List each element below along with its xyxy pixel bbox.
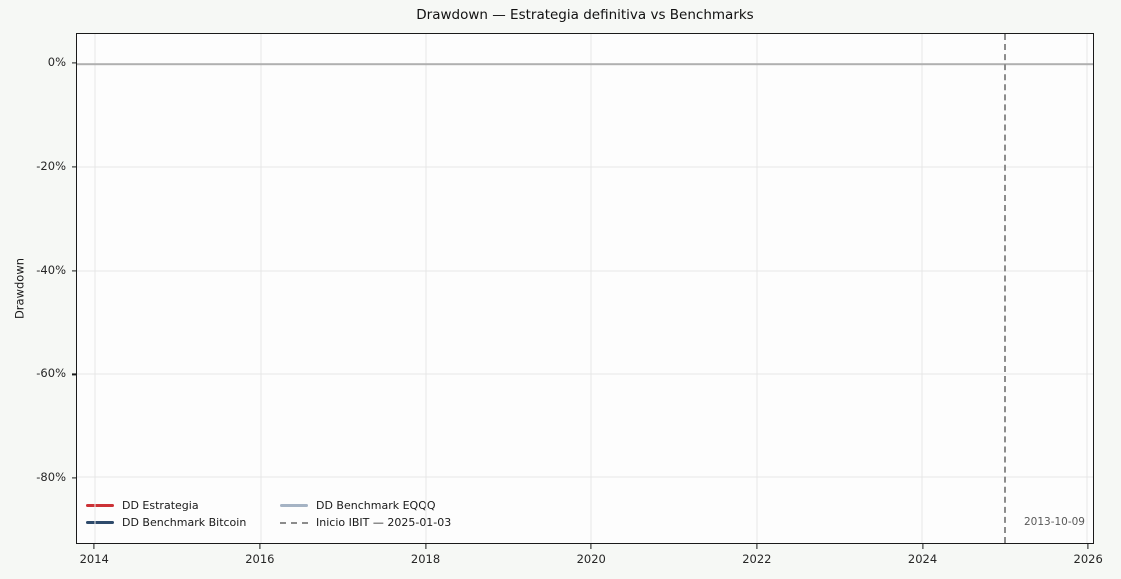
eqqq-line-swatch	[280, 504, 308, 507]
x-gridline	[260, 34, 262, 543]
x-gridline	[921, 34, 923, 543]
x-tick-label: 2024	[907, 552, 938, 566]
x-tick	[921, 544, 924, 549]
y-tick	[71, 477, 76, 479]
y-gridline	[77, 166, 1093, 168]
x-tick-label: 2018	[410, 552, 441, 566]
x-tick	[93, 544, 95, 549]
bitcoin-line-swatch	[86, 521, 114, 524]
x-tick-label: 2016	[245, 552, 275, 566]
y-gridline	[77, 373, 1093, 375]
x-gridline	[1086, 34, 1088, 543]
chart-title: Drawdown — Estrategia definitiva vs Benc…	[416, 7, 754, 23]
vline-annotation: 2013-10-09	[1023, 516, 1085, 528]
y-tick-label: -20%	[36, 158, 66, 173]
y-tick-label: -80%	[36, 470, 66, 485]
zero-baseline	[77, 63, 1093, 65]
x-tick	[259, 544, 261, 549]
y-tick	[71, 166, 76, 168]
y-tick-label: -60%	[36, 366, 66, 381]
x-gridline	[756, 34, 758, 543]
x-axis: 2014 2016 2018 2020 2022 2024 2026	[76, 544, 1103, 576]
x-tick-label: 2020	[576, 552, 606, 566]
y-tick-label: -40%	[36, 262, 66, 277]
legend-label-estrategia: DD Estrategia	[122, 499, 199, 512]
x-gridline	[425, 34, 427, 543]
x-tick-label: 2026	[1073, 552, 1103, 566]
x-gridline	[94, 34, 96, 543]
x-gridline	[590, 34, 592, 543]
legend-item-inicio-ibit: Inicio IBIT — 2025-01-03	[280, 514, 451, 531]
y-tick	[71, 270, 76, 272]
ibit-dashed-line-swatch	[280, 521, 308, 524]
y-tick	[71, 373, 76, 375]
legend-column-1: DD Estrategia DD Benchmark Bitcoin	[86, 497, 280, 531]
x-tick	[424, 544, 427, 549]
legend-item-dd-estrategia: DD Estrategia	[86, 497, 280, 514]
estrategia-line-swatch	[86, 504, 114, 507]
plot-area: DD Estrategia DD Benchmark Bitcoin DD Be…	[76, 33, 1094, 544]
x-tick	[756, 544, 758, 549]
y-tick-label: 0%	[47, 55, 66, 70]
legend-label-inicio-ibit: Inicio IBIT — 2025-01-03	[316, 516, 452, 529]
x-tick	[590, 544, 592, 549]
y-gridline	[77, 476, 1093, 478]
y-gridline	[77, 270, 1093, 272]
legend-label-bitcoin: DD Benchmark Bitcoin	[122, 516, 247, 529]
x-tick-label: 2014	[79, 552, 109, 566]
ibit-start-vline	[1004, 34, 1007, 543]
y-axis: 0% -20% -40% -60% -80%	[0, 33, 76, 544]
y-tick	[71, 62, 76, 64]
legend: DD Estrategia DD Benchmark Bitcoin DD Be…	[86, 497, 451, 531]
x-tick-label: 2022	[742, 552, 772, 566]
legend-label-eqqq: DD Benchmark EQQQ	[316, 499, 436, 512]
legend-column-2: DD Benchmark EQQQ Inicio IBIT — 2025-01-…	[280, 497, 451, 531]
legend-item-dd-benchmark-eqqq: DD Benchmark EQQQ	[280, 497, 451, 514]
legend-item-dd-benchmark-bitcoin: DD Benchmark Bitcoin	[86, 514, 280, 531]
x-tick	[1087, 544, 1089, 549]
